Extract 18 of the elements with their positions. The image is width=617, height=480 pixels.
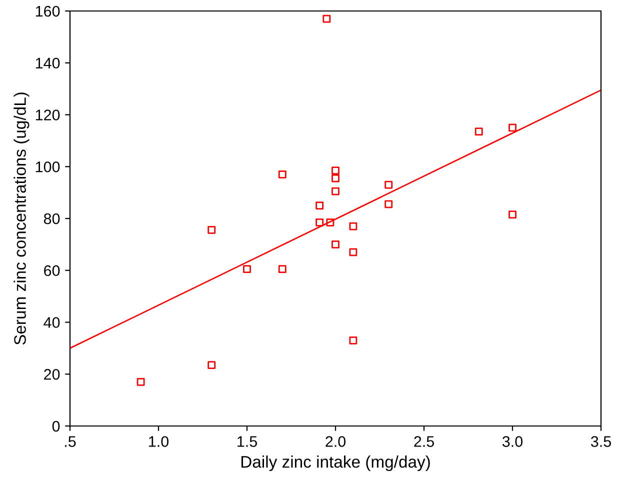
y-tick-label: 100 xyxy=(36,161,60,172)
x-tick-label: 3.5 xyxy=(590,436,611,447)
y-tick-label: 60 xyxy=(44,265,60,276)
y-tick-label: 20 xyxy=(44,368,60,380)
y-axis-title: Serum zinc concentrations (ug/dL) xyxy=(14,92,30,345)
y-tick-label: 80 xyxy=(44,213,60,224)
x-tick-label: 1.5 xyxy=(238,436,257,447)
x-tick-label: .5 xyxy=(65,436,76,447)
y-tick-label: 0 xyxy=(52,420,60,432)
y-tick-label: 120 xyxy=(36,110,60,120)
y-tick-label: 40 xyxy=(44,317,60,328)
x-axis-title: Daily zinc intake (mg/day) xyxy=(241,456,430,472)
x-tick-label: 2.0 xyxy=(326,436,346,447)
x-tick-label: 2.5 xyxy=(414,436,434,447)
y-tick-label: 140 xyxy=(36,58,60,69)
x-tick-label: 3.0 xyxy=(502,436,523,447)
y-tick-label: 160 xyxy=(36,6,60,17)
x-tick-label: 1.0 xyxy=(149,436,169,447)
